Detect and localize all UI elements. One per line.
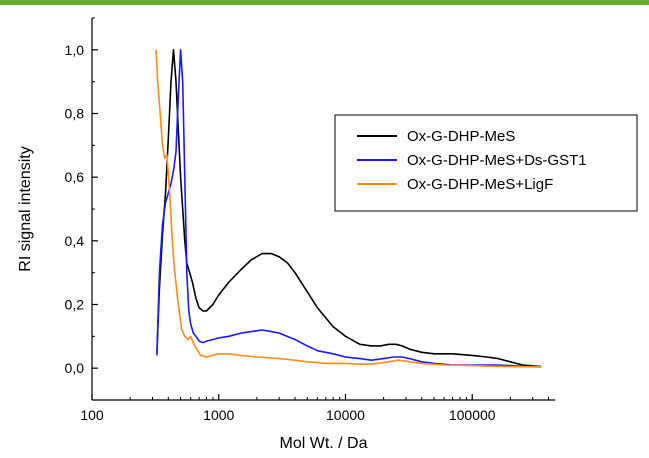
x-tick-label: 100 (80, 407, 104, 423)
x-tick-label: 100000 (449, 407, 496, 423)
x-tick-label: 10000 (326, 407, 365, 423)
top-accent-band (0, 0, 649, 5)
y-tick-label: 0,4 (65, 233, 85, 249)
y-tick-label: 1,0 (65, 42, 85, 58)
legend-box (334, 114, 638, 212)
y-axis-label: RI signal intensity (17, 146, 34, 271)
legend-label-2: Ox-G-DHP-MeS+Ds-GST1 (407, 152, 587, 169)
y-tick-label: 0,6 (65, 169, 85, 185)
series-line-2 (156, 49, 542, 368)
legend-label-1: Ox-G-DHP-MeS (407, 128, 515, 145)
y-tick-label: 0,2 (65, 297, 85, 313)
x-axis-label: Mol Wt. / Da (279, 435, 367, 452)
y-tick-label: 0,0 (65, 360, 85, 376)
x-tick-label: 1000 (203, 407, 234, 423)
legend-label-3: Ox-G-DHP-MeS+LigF (407, 176, 553, 193)
series-line-1 (156, 49, 542, 368)
y-tick-label: 0,8 (65, 106, 85, 122)
series-line-3 (155, 49, 542, 368)
